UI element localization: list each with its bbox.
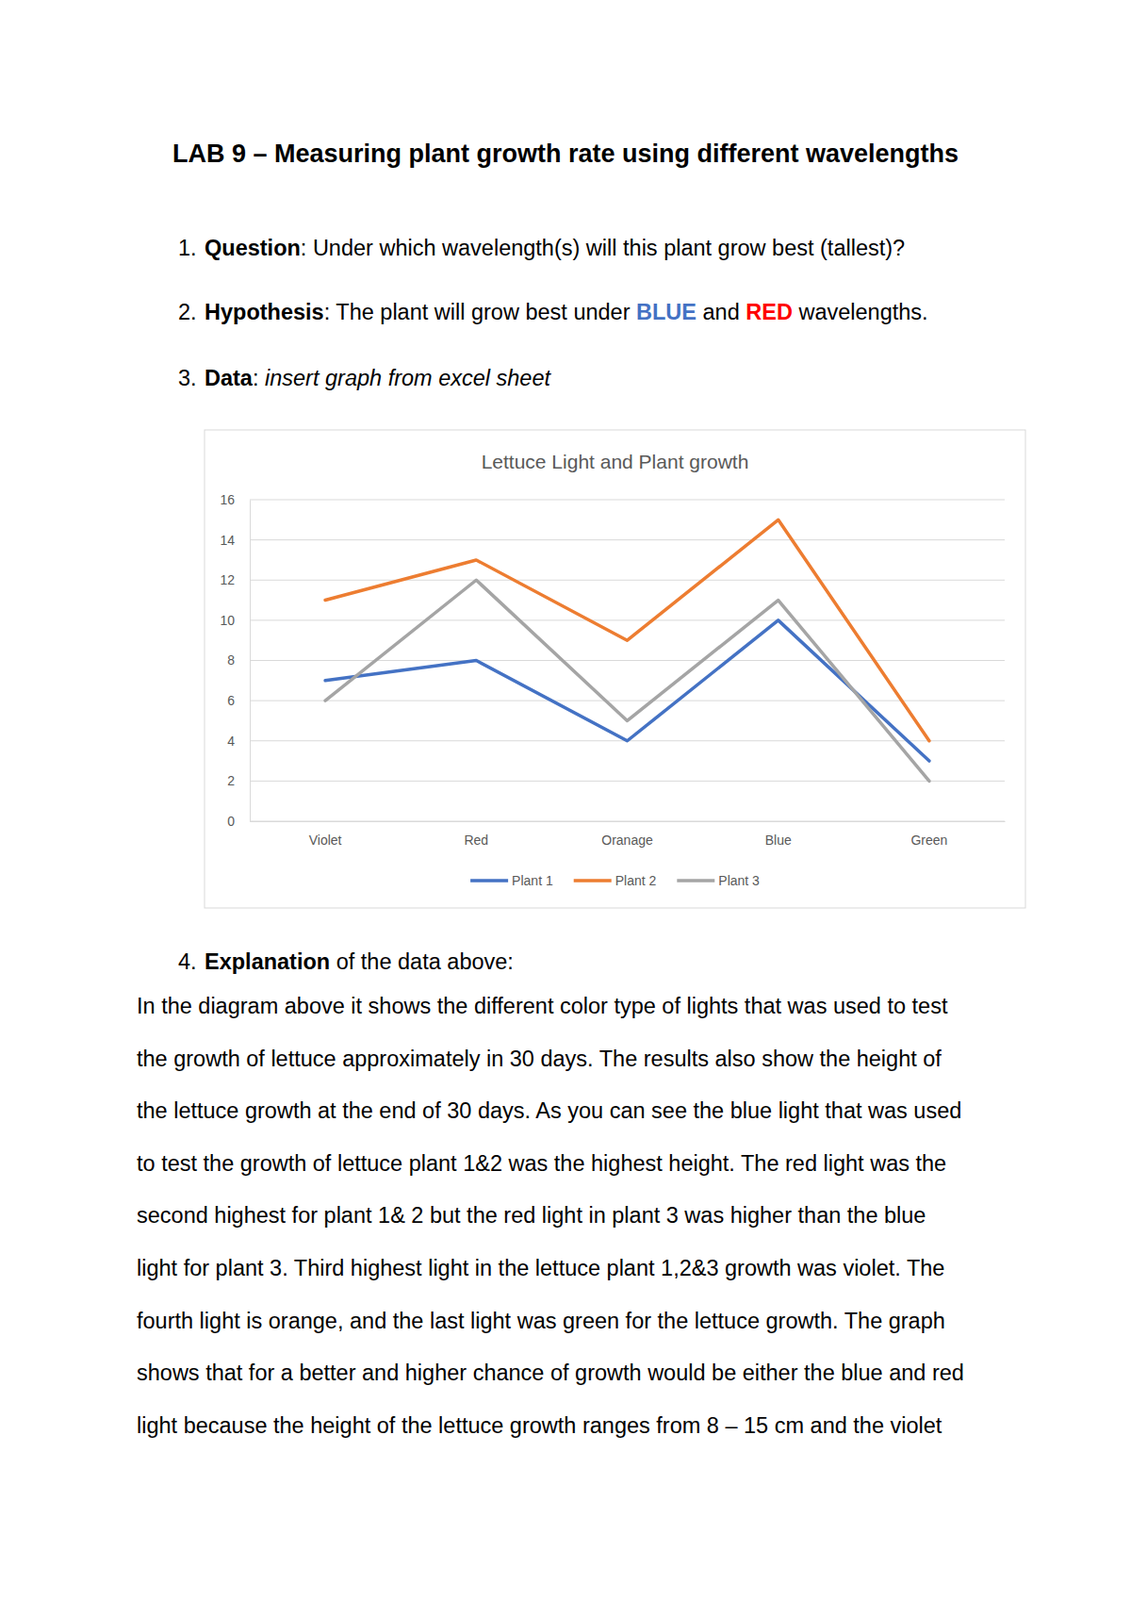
legend: Plant 1 Plant 2 Plant 3	[470, 872, 760, 888]
grid-line	[249, 820, 1005, 822]
y-tick-label: 16	[219, 491, 235, 508]
x-tick-label: Blue	[765, 832, 792, 848]
legend-swatch	[470, 878, 509, 883]
grid-line	[249, 700, 1005, 702]
y-tick: 6	[227, 692, 250, 708]
paragraph-line: fourth light is orange, and the last lig…	[136, 1308, 946, 1333]
y-tick-label: 14	[219, 532, 235, 548]
item-text: Question: Under which wavelength(s) will…	[204, 235, 905, 261]
text-segment: : Under which wavelength(s) will this pl…	[300, 235, 905, 261]
paragraph-line: the growth of lettuce approximately in 3…	[136, 1046, 942, 1071]
text-segment: BLUE	[636, 299, 697, 325]
y-tick-label: 10	[219, 612, 235, 628]
text-segment: RED	[745, 299, 793, 325]
y-tick: 2	[227, 772, 250, 788]
paragraph-line: light for plant 3. Third highest light i…	[136, 1255, 945, 1280]
legend-item: Plant 3	[676, 872, 760, 888]
y-tick: 14	[219, 532, 250, 548]
legend-label: Plant 3	[718, 872, 760, 888]
paragraph-line: the lettuce growth at the end of 30 days…	[136, 1098, 962, 1123]
item-text: Hypothesis: The plant will grow best und…	[204, 299, 929, 325]
y-tick: 0	[227, 813, 250, 829]
y-tick-label: 6	[227, 692, 235, 708]
x-axis: Violet Red Oranage Blue Green	[250, 820, 1006, 848]
legend-item: Plant 1	[470, 872, 554, 888]
chart-frame	[204, 429, 1026, 908]
page: LAB 9 – Measuring plant growth rate usin…	[0, 0, 1131, 1600]
x-tick-label: Oranage	[601, 832, 654, 848]
grid-line	[249, 619, 1005, 621]
x-tick-label: Red	[463, 832, 489, 848]
text-segment: Data	[204, 365, 254, 391]
text-segment: : The plant will grow best under	[324, 299, 637, 325]
legend-item: Plant 2	[573, 872, 657, 888]
grid-line	[249, 499, 1005, 501]
chart: Lettuce Light and Plant growth 0 2 4 6 8 10 12 1…	[204, 429, 1026, 908]
item-text: Data: insert graph from excel sheet	[204, 365, 553, 391]
chart-title: Lettuce Light and Plant growth	[481, 450, 750, 473]
text-segment: Hypothesis	[204, 299, 325, 325]
y-tick-label: 2	[227, 772, 235, 788]
paragraph-line: light because the height of the lettuce …	[136, 1412, 943, 1438]
text-segment: insert graph from excel sheet	[264, 365, 553, 391]
x-tick: Oranage	[601, 820, 654, 848]
text-segment: wavelengths.	[792, 299, 929, 325]
legend-label: Plant 2	[615, 872, 657, 888]
y-tick: 4	[227, 733, 250, 749]
grid-line	[249, 659, 1005, 661]
y-tick: 10	[219, 612, 250, 628]
y-tick: 8	[227, 652, 250, 668]
x-tick: Violet	[309, 820, 343, 848]
y-tick-label: 4	[227, 733, 235, 749]
x-tick: Red	[463, 820, 489, 848]
paragraph-line: In the diagram above it shows the differ…	[136, 993, 949, 1018]
paragraph-line: second highest for plant 1& 2 but the re…	[136, 1202, 926, 1228]
y-tick-label: 8	[227, 652, 235, 668]
y-tick-label: 12	[219, 572, 235, 588]
paragraph-line: shows that for a better and higher chanc…	[136, 1360, 965, 1385]
grid	[249, 499, 1005, 821]
item-number: 1.	[178, 235, 197, 261]
x-tick-label: Green	[910, 832, 948, 848]
text-segment: Explanation	[204, 949, 330, 974]
item-text: Explanation of the data above:	[204, 949, 514, 974]
series-line	[325, 579, 930, 781]
x-tick: Blue	[765, 820, 792, 848]
item-number: 4.	[178, 949, 197, 974]
x-tick: Green	[910, 820, 948, 848]
legend-label: Plant 1	[511, 872, 554, 888]
text-segment: of the data above:	[329, 949, 514, 974]
item-number: 3.	[178, 365, 197, 391]
grid-line	[249, 539, 1005, 541]
y-axis-line	[249, 500, 251, 822]
grid-line	[249, 579, 1005, 581]
grid-line	[249, 780, 1005, 782]
y-tick-label: 0	[227, 813, 235, 829]
paragraph-line: to test the growth of lettuce plant 1&2 …	[136, 1150, 947, 1176]
y-tick: 12	[219, 572, 250, 588]
x-axis-line	[250, 820, 1006, 822]
text-segment: Question	[204, 235, 301, 261]
y-tick: 16	[219, 491, 250, 508]
y-axis: 0 2 4 6 8 10 12 14 16	[219, 491, 250, 829]
x-tick-label: Violet	[309, 832, 343, 848]
item-number: 2.	[178, 299, 197, 325]
text-segment: :	[252, 365, 265, 391]
series-lines	[325, 519, 930, 781]
legend-swatch	[676, 878, 715, 883]
legend-swatch	[573, 878, 612, 883]
page-title: LAB 9 – Measuring plant growth rate usin…	[172, 139, 959, 168]
text-segment: and	[696, 299, 746, 325]
